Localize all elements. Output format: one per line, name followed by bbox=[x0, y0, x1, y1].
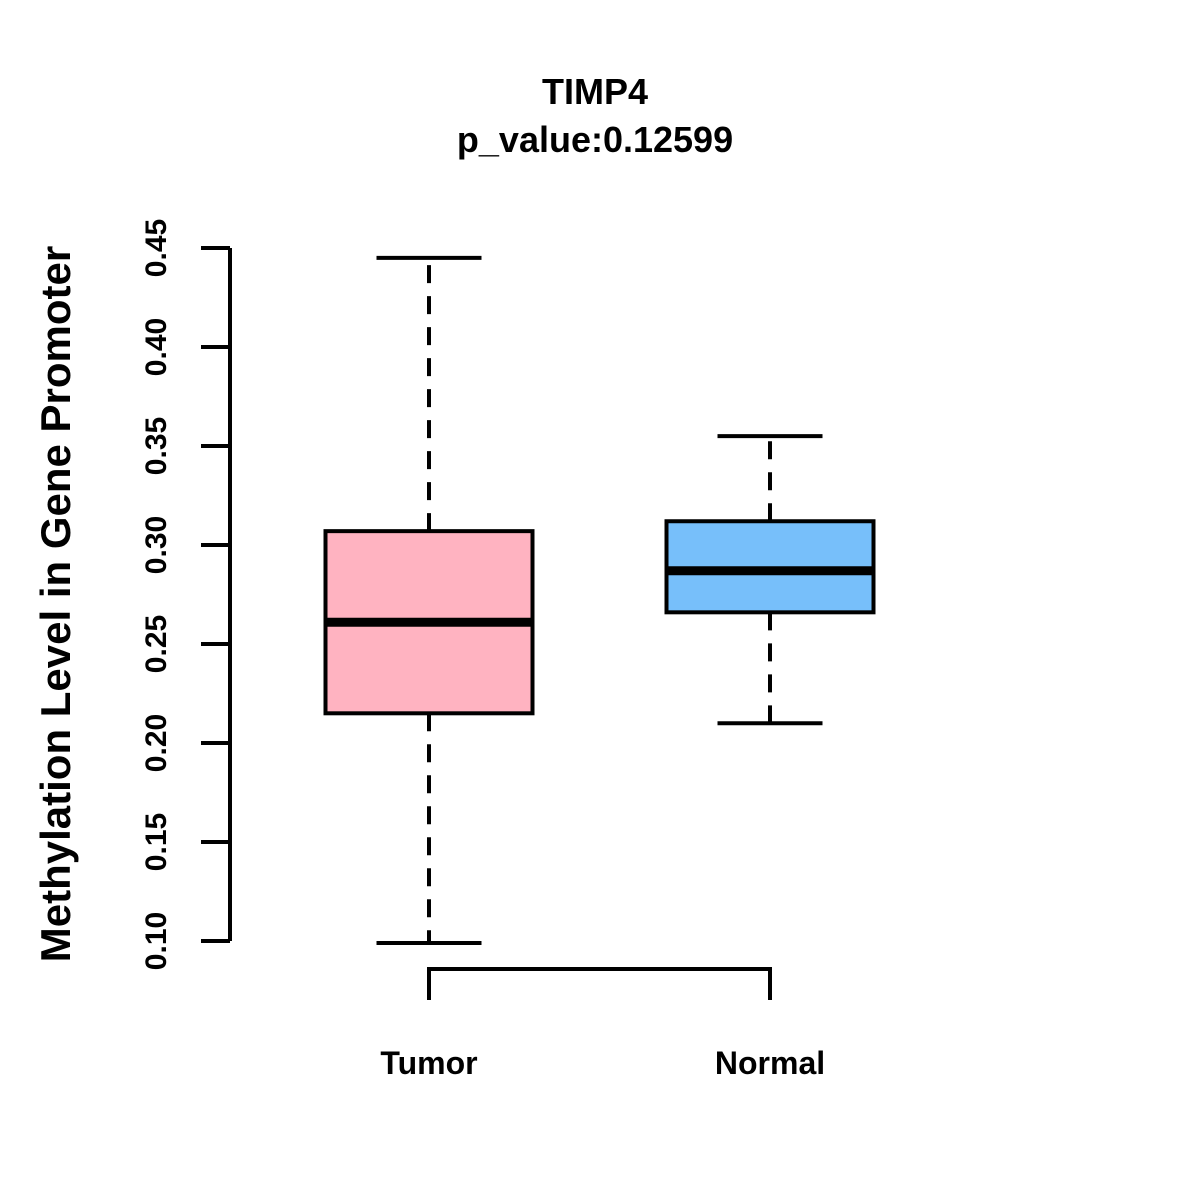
x-label-normal: Normal bbox=[715, 1045, 825, 1081]
y-tick-label: 0.30 bbox=[140, 516, 173, 574]
x-axis-line bbox=[427, 967, 772, 1000]
y-tick-label: 0.45 bbox=[140, 219, 173, 277]
y-tick-label: 0.25 bbox=[140, 615, 173, 673]
boxplot-layer: Tumor Normal bbox=[323, 255, 876, 1081]
y-tick-label: 0.15 bbox=[140, 813, 173, 871]
y-tick-label: 0.20 bbox=[140, 714, 173, 772]
chart-subtitle: p_value:0.12599 bbox=[457, 119, 733, 160]
axes-layer: 0.10 0.15 0.20 0.25 0.30 0.35 0.40 0.45 bbox=[140, 219, 772, 1000]
chart-title: TIMP4 bbox=[542, 71, 648, 112]
y-tick-label: 0.40 bbox=[140, 318, 173, 376]
y-tick-label: 0.35 bbox=[140, 417, 173, 475]
y-axis-title: Methylation Level in Gene Promoter bbox=[32, 246, 79, 962]
x-label-tumor: Tumor bbox=[380, 1045, 477, 1081]
y-tick-label: 0.10 bbox=[140, 912, 173, 970]
